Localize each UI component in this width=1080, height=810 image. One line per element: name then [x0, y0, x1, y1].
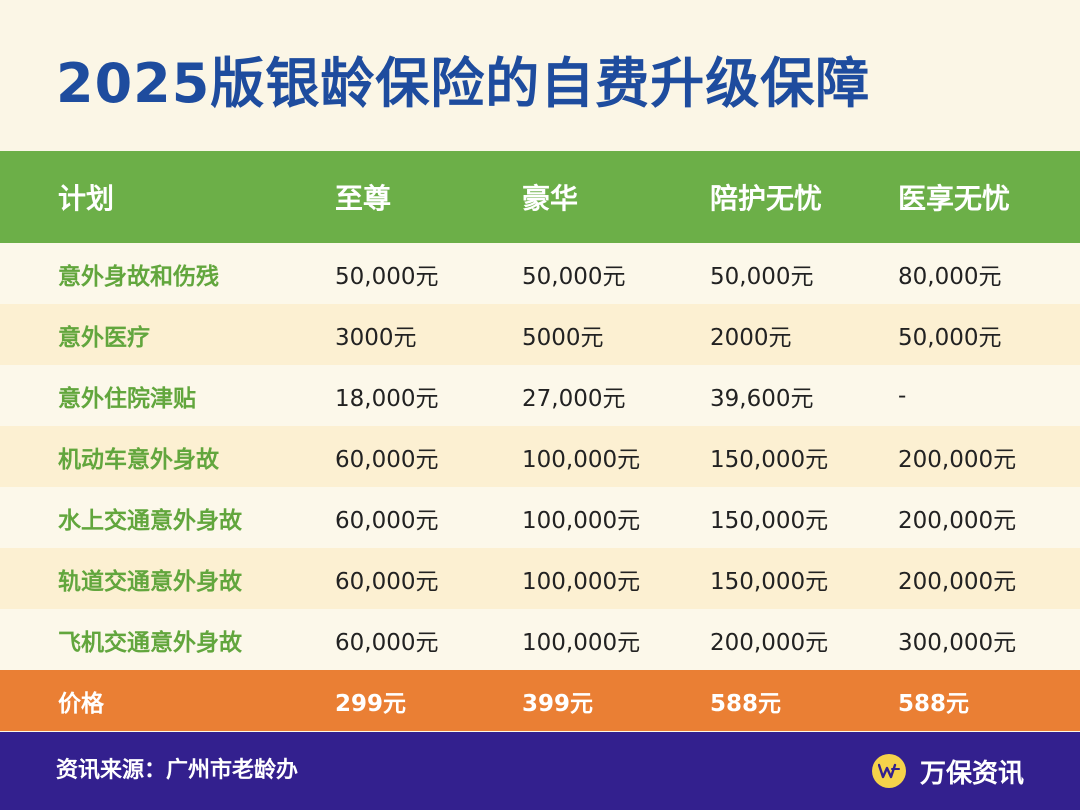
table-row: 意外住院津贴 18,000元 27,000元 39,600元 -	[0, 365, 1080, 426]
row-label: 意外身故和伤残	[58, 263, 219, 290]
wanbao-logo-icon	[871, 754, 906, 788]
table-cell: 150,000元	[710, 507, 829, 534]
table-cell: 60,000元	[335, 446, 439, 473]
table-cell: 50,000元	[335, 263, 439, 290]
table-cell: 200,000元	[898, 568, 1017, 595]
row-label: 机动车意外身故	[58, 446, 219, 473]
table-cell: 100,000元	[522, 568, 641, 595]
header-cell-medical: 医享无忧	[898, 182, 1011, 215]
price-cell: 588元	[710, 690, 782, 717]
table-row: 意外医疗 3000元 5000元 2000元 50,000元	[0, 304, 1080, 365]
row-label: 水上交通意外身故	[58, 507, 242, 534]
table-cell: 100,000元	[522, 446, 641, 473]
table-cell: 2000元	[710, 324, 792, 351]
table-row: 意外身故和伤残 50,000元 50,000元 50,000元 80,000元	[0, 243, 1080, 304]
table-cell: 100,000元	[522, 507, 641, 534]
table-cell: 150,000元	[710, 446, 829, 473]
row-label: 飞机交通意外身故	[58, 629, 242, 656]
table-cell: 50,000元	[710, 263, 814, 290]
table-cell: 27,000元	[522, 385, 626, 412]
table-cell: 50,000元	[522, 263, 626, 290]
table-cell: 100,000元	[522, 629, 641, 656]
table-row: 水上交通意外身故 60,000元 100,000元 150,000元 200,0…	[0, 487, 1080, 548]
price-cell: 588元	[898, 690, 970, 717]
table-cell: 300,000元	[898, 629, 1017, 656]
brand-name: 万保资讯	[919, 758, 1024, 789]
table-cell: 3000元	[335, 324, 417, 351]
table-cell: 60,000元	[335, 568, 439, 595]
wanbao-logo-mark-icon	[877, 763, 900, 779]
header-cell-plan: 计划	[58, 182, 115, 215]
price-row: 价格 299元 399元 588元 588元	[0, 670, 1080, 731]
table-row: 机动车意外身故 60,000元 100,000元 150,000元 200,00…	[0, 426, 1080, 487]
row-label: 意外医疗	[58, 324, 150, 351]
insurance-table: 计划 至尊 豪华 陪护无忧 医享无忧 意外身故和伤残 50,000元 50,00…	[0, 151, 1080, 731]
row-label: 轨道交通意外身故	[58, 568, 242, 595]
table-cell: 5000元	[522, 324, 604, 351]
table-cell: 39,600元	[710, 385, 814, 412]
brand: 万保资讯	[871, 732, 1024, 810]
table-cell: 50,000元	[898, 324, 1002, 351]
table-cell: 200,000元	[898, 507, 1017, 534]
price-label: 价格	[58, 690, 104, 717]
table-cell: 200,000元	[710, 629, 829, 656]
table-cell: 60,000元	[335, 629, 439, 656]
table-header-row: 计划 至尊 豪华 陪护无忧 医享无忧	[0, 151, 1080, 243]
footer-bar: 资讯来源：广州市老龄办 万保资讯	[0, 732, 1080, 810]
source-text: 资讯来源：广州市老龄办	[56, 758, 299, 783]
table-cell: 18,000元	[335, 385, 439, 412]
header-cell-supreme: 至尊	[335, 182, 392, 215]
row-label: 意外住院津贴	[58, 385, 196, 412]
page-title: 2025版银龄保险的自费升级保障	[56, 52, 871, 115]
table-cell: 200,000元	[898, 446, 1017, 473]
header-cell-escort: 陪护无忧	[710, 182, 823, 215]
table-cell: -	[898, 382, 907, 409]
table-cell: 150,000元	[710, 568, 829, 595]
header-cell-deluxe: 豪华	[522, 182, 579, 215]
table-row: 飞机交通意外身故 60,000元 100,000元 200,000元 300,0…	[0, 609, 1080, 670]
table-row: 轨道交通意外身故 60,000元 100,000元 150,000元 200,0…	[0, 548, 1080, 609]
price-cell: 299元	[335, 690, 407, 717]
table-cell: 60,000元	[335, 507, 439, 534]
table-cell: 80,000元	[898, 263, 1002, 290]
price-cell: 399元	[522, 690, 594, 717]
